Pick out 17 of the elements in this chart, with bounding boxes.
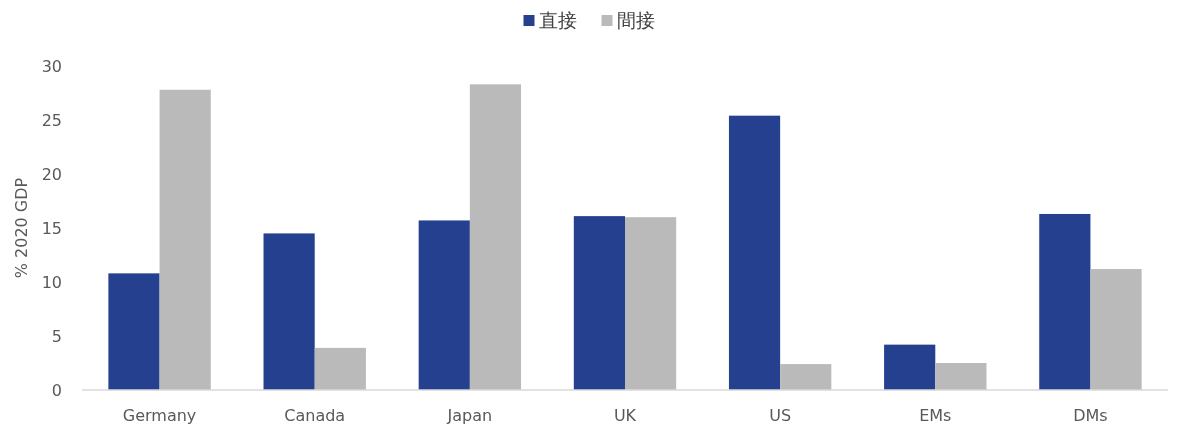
y-tick-label: 30 xyxy=(41,57,62,76)
y-tick-label: 5 xyxy=(51,327,62,346)
x-tick-label: Germany xyxy=(122,406,197,424)
x-tick-label: Japan xyxy=(446,406,493,424)
x-tick-label: EMs xyxy=(919,406,952,424)
legend-label: 間接 xyxy=(616,9,655,31)
y-tick-label: 15 xyxy=(41,219,62,238)
x-tick-label: US xyxy=(769,406,792,424)
legend-label: 直接 xyxy=(538,9,577,31)
y-tick-label: 10 xyxy=(41,273,62,292)
x-tick-label: UK xyxy=(613,406,637,424)
x-tick-label: DMs xyxy=(1073,406,1108,424)
x-tick-label: Canada xyxy=(284,406,346,424)
y-tick-label: 20 xyxy=(41,165,62,184)
y-tick-label: 0 xyxy=(51,381,62,400)
y-tick-label: 25 xyxy=(41,111,62,130)
y-axis-title: % 2020 GDP xyxy=(12,177,31,279)
